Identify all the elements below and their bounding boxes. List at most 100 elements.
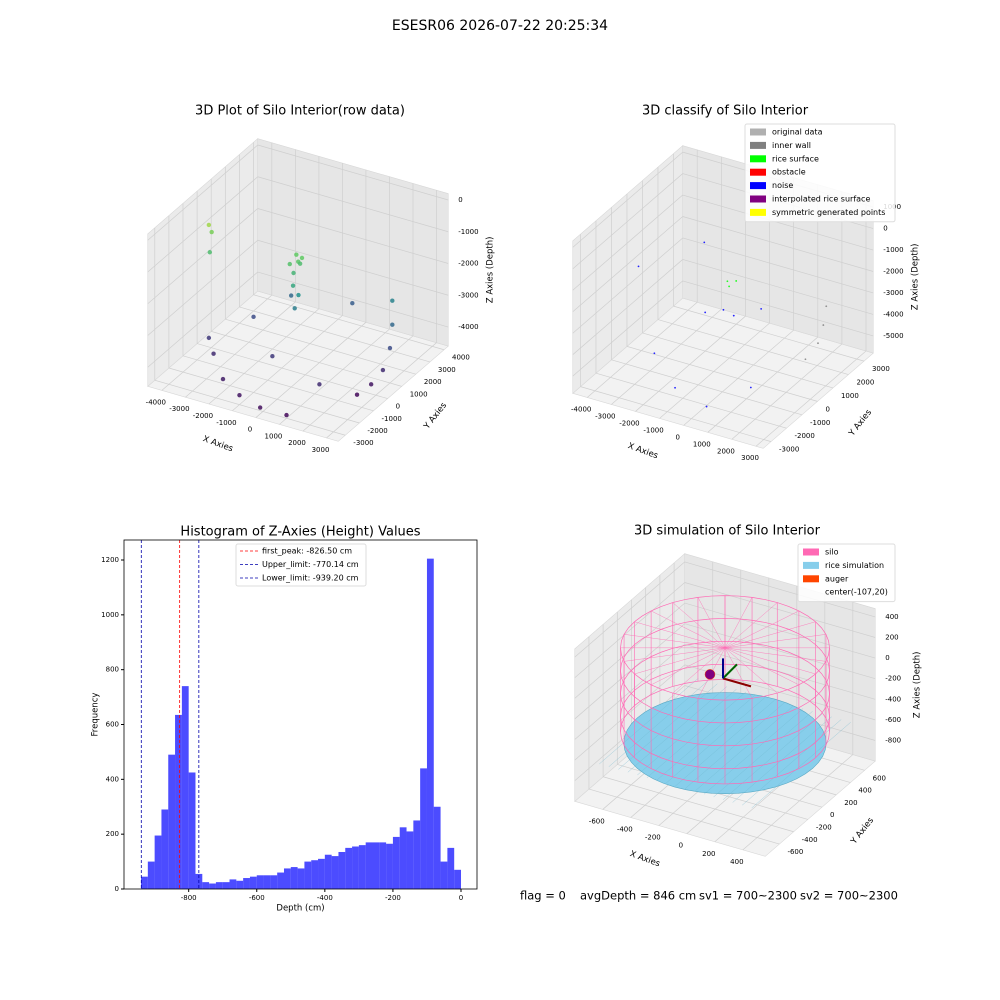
- grid-line: [588, 788, 780, 845]
- y-tick-label: 1200: [101, 556, 119, 564]
- silo-roof: [672, 647, 726, 694]
- bar: [154, 835, 162, 889]
- bar: [141, 876, 148, 889]
- legend-label: symmetric generated points: [772, 208, 885, 217]
- legend-label: obstacle: [772, 168, 806, 177]
- legend-swatch: [750, 182, 766, 190]
- data-point: [674, 386, 676, 389]
- x-tick-label: -600: [249, 894, 265, 902]
- plot-frame: [123, 539, 478, 890]
- grid-line: [682, 280, 874, 337]
- y-tick-label: 400: [106, 775, 119, 783]
- silo-roof: [724, 597, 753, 648]
- z-tick-label: -2000: [458, 260, 478, 268]
- bar: [304, 861, 312, 889]
- bar: [413, 820, 421, 889]
- grid-line: [257, 176, 449, 233]
- z-tick-label: 200: [885, 633, 898, 641]
- grid-line: [239, 306, 431, 363]
- bar: [372, 842, 380, 889]
- data-point: [760, 308, 763, 310]
- grid-line: [572, 173, 683, 270]
- data-point: [209, 229, 214, 235]
- rice-mesh: [646, 691, 747, 778]
- legend-swatch: [750, 208, 766, 216]
- silo-roof: [724, 647, 799, 685]
- rice-mesh: [599, 678, 699, 765]
- y-tick-label: 3000: [872, 365, 890, 373]
- data-point: [390, 298, 395, 303]
- grid-line: [673, 305, 865, 362]
- data-point: [387, 345, 393, 351]
- y-tick-label: -600: [787, 848, 803, 856]
- legend-swatch: [803, 561, 819, 569]
- bar: [175, 714, 182, 889]
- bar: [256, 875, 264, 889]
- legend-label: silo: [825, 548, 839, 557]
- legend-label: inner wall: [772, 141, 811, 150]
- rice-mesh: [608, 680, 708, 767]
- grid-line: [257, 271, 449, 328]
- silo-roof: [634, 621, 726, 649]
- data-point: [380, 367, 386, 373]
- grid-line: [684, 582, 876, 638]
- legend-label: rice simulation: [825, 561, 884, 570]
- panel-title: 3D Plot of Silo Interior(row data): [195, 104, 405, 119]
- silo-roof: [724, 602, 778, 648]
- legend-swatch: [750, 168, 766, 176]
- data-point: [257, 405, 263, 410]
- x-tick-label: -200: [385, 894, 401, 902]
- y-tick-label: -2000: [367, 427, 387, 435]
- legend-label: Lower_limit: -939.20 cm: [262, 574, 359, 583]
- grid-line: [684, 602, 876, 659]
- bar: [331, 856, 339, 889]
- x-tick-label: -1000: [216, 419, 236, 427]
- grid-line: [147, 240, 258, 336]
- legend-label: noise: [772, 181, 793, 190]
- bar: [181, 686, 189, 889]
- x-tick-label: -600: [589, 817, 605, 825]
- grid-line: [574, 623, 685, 720]
- grid-line: [755, 350, 867, 447]
- grid-line: [683, 329, 794, 426]
- grid-line: [742, 754, 854, 851]
- x-tick-label: -800: [181, 894, 197, 902]
- auger-axis: [722, 663, 738, 680]
- status-flag: flag = 0: [520, 889, 566, 903]
- rice-mesh: [637, 689, 737, 776]
- grid-line: [603, 776, 794, 833]
- bar: [399, 827, 407, 889]
- bar: [229, 879, 237, 889]
- data-point: [705, 405, 708, 408]
- z-tick-label: 0: [885, 654, 889, 662]
- y-tick-label: 800: [106, 666, 119, 674]
- silo-roof: [697, 597, 726, 648]
- data-point: [368, 382, 374, 387]
- grid-line: [253, 294, 445, 351]
- y-tick-label: 0: [825, 405, 829, 413]
- legend-label: center(-107,20): [825, 588, 888, 597]
- legend-box: [797, 543, 896, 603]
- y-tick-label: 1000: [841, 392, 859, 400]
- data-point: [237, 392, 242, 398]
- data-point: [732, 314, 735, 317]
- grid-line: [682, 259, 874, 315]
- silo-roof: [651, 610, 726, 649]
- bar: [270, 875, 278, 889]
- grid-line: [147, 208, 258, 305]
- bar: [365, 842, 373, 889]
- rice-mesh: [713, 711, 813, 798]
- grid-line: [707, 336, 819, 433]
- x-tick-label: -4000: [571, 406, 591, 414]
- bar: [426, 558, 434, 889]
- bar: [352, 846, 359, 889]
- grid-line: [257, 239, 449, 296]
- y-axis-label: Y Axies: [847, 407, 875, 439]
- y-tick-label: 2000: [856, 379, 874, 387]
- status-avg-depth: avgDepth = 846 cm: [580, 889, 696, 903]
- z-tick-label: -3000: [458, 291, 478, 299]
- data-point: [296, 292, 301, 298]
- grid-line: [684, 623, 876, 680]
- legend-swatch: [750, 155, 766, 163]
- z-tick-label: -800: [885, 736, 901, 744]
